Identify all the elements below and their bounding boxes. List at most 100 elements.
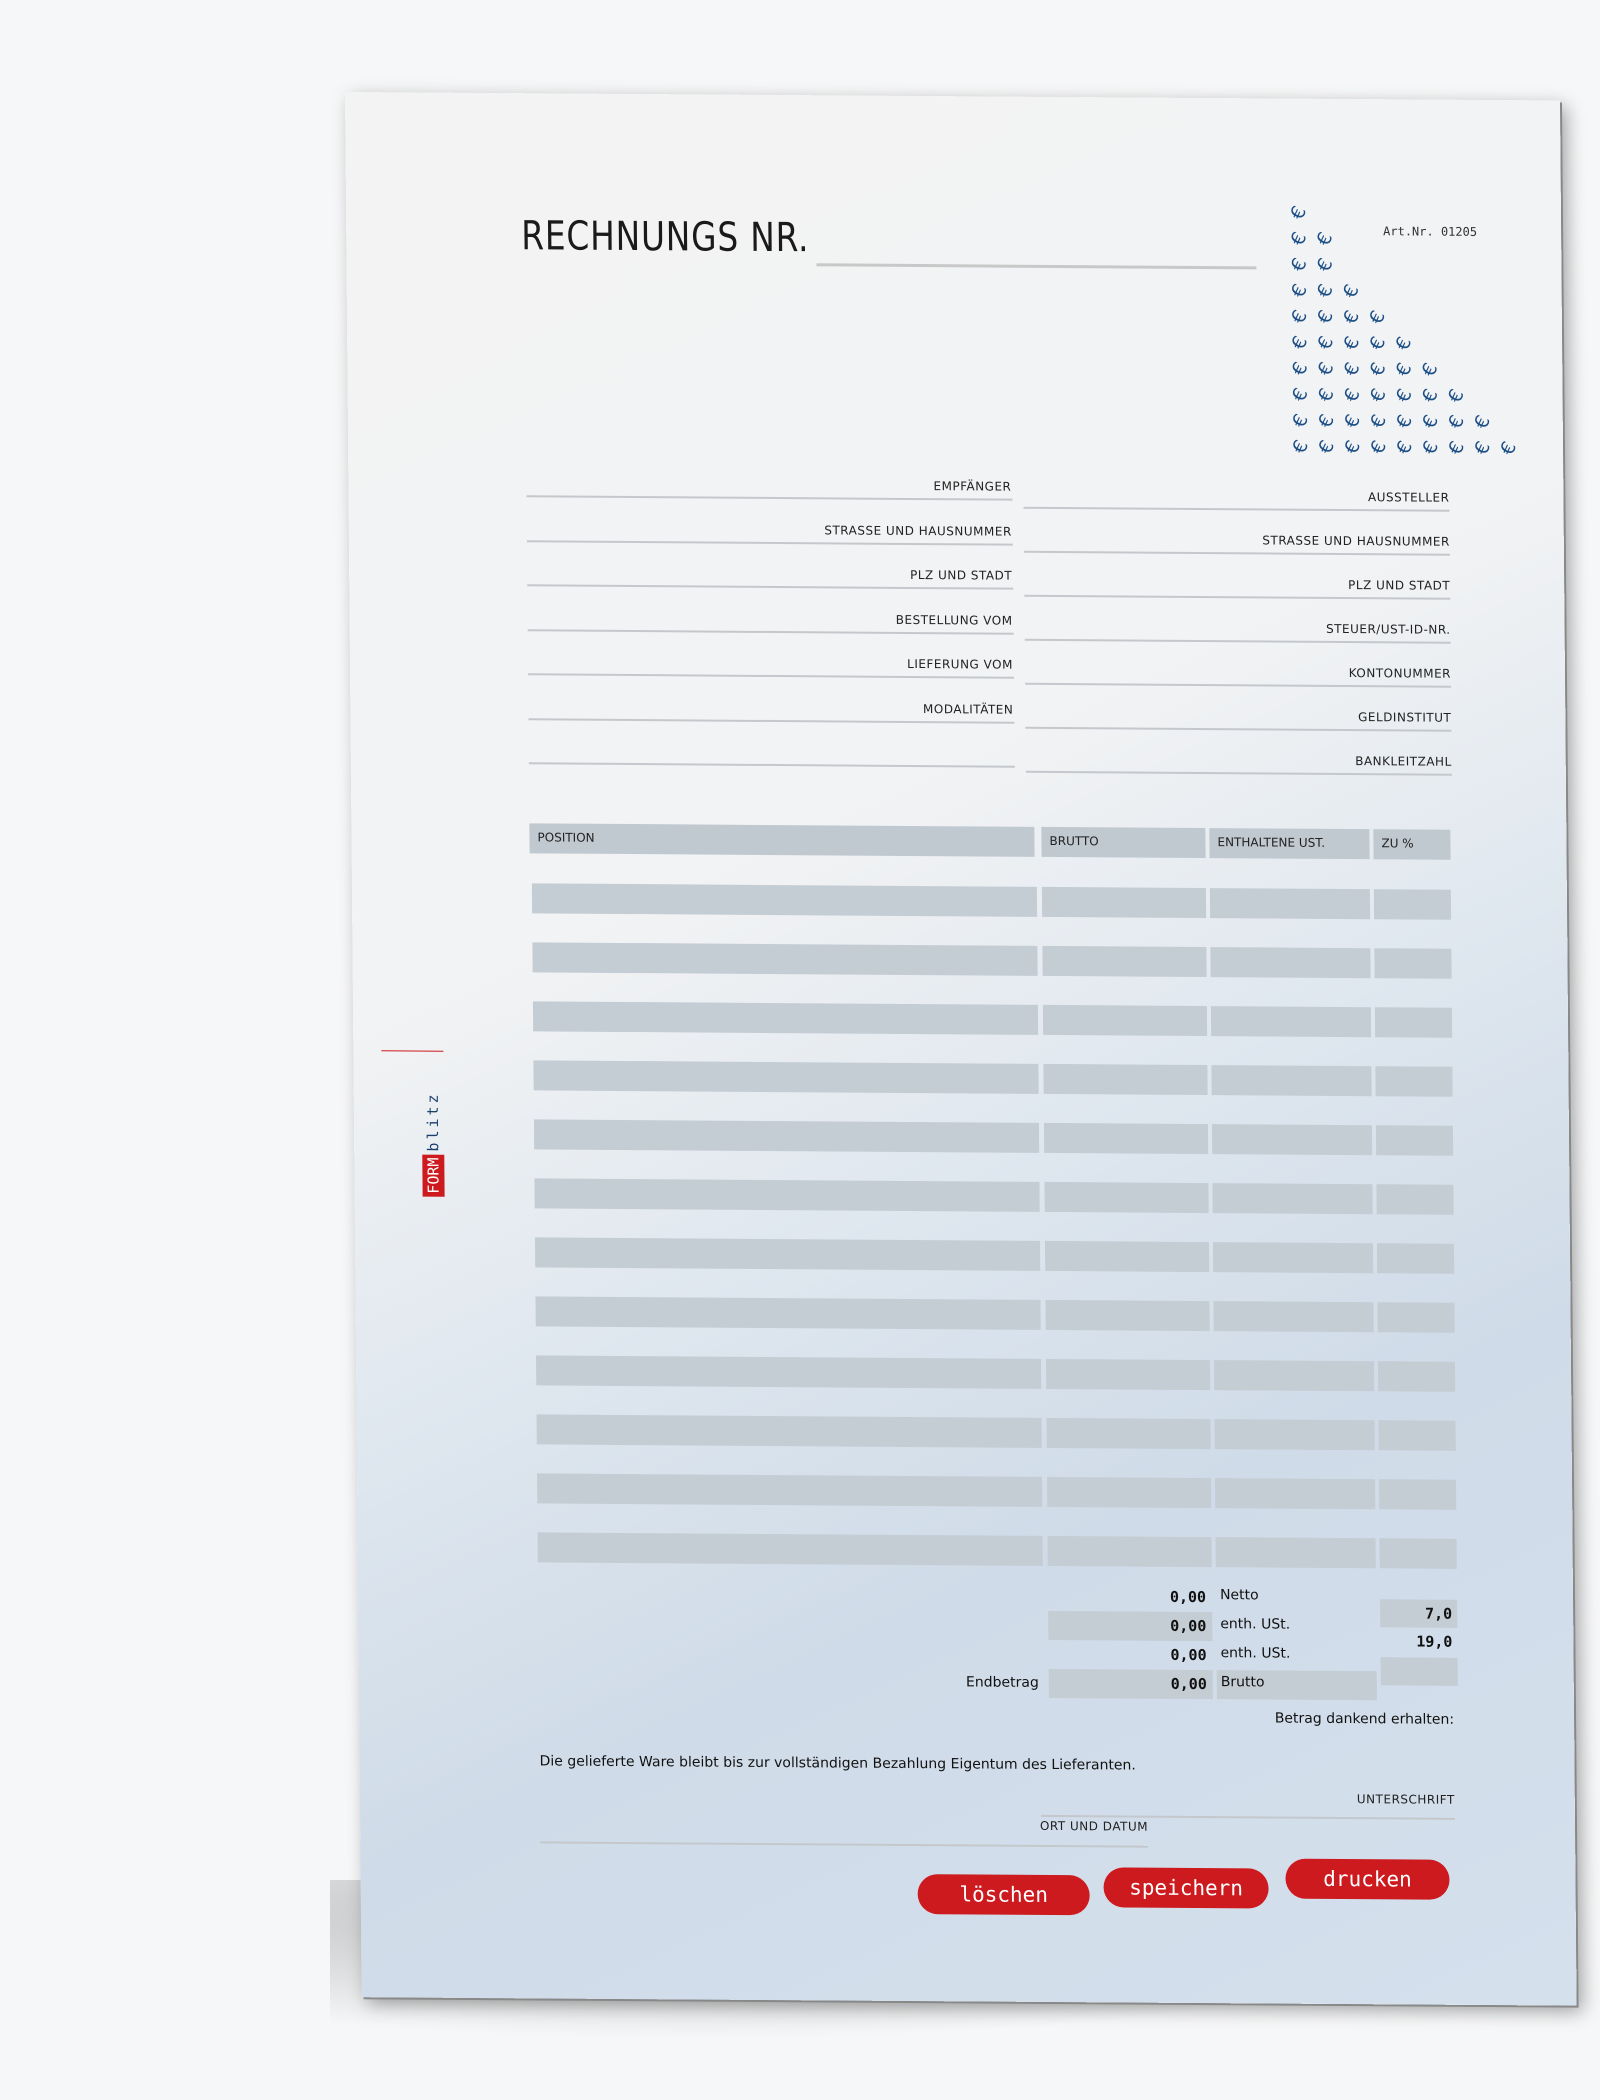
invoice-form: RECHNUNGS NR. Art.Nr. 01205 € € € € € € € € € € € €… bbox=[345, 92, 1577, 2006]
table-row bbox=[345, 92, 1560, 1156]
euro-symbol: € bbox=[1391, 411, 1417, 432]
table-cell-percent[interactable] bbox=[1375, 1066, 1453, 1097]
euro-symbol: € bbox=[1313, 410, 1339, 432]
table-cell-percent[interactable] bbox=[1374, 1007, 1453, 1038]
table-cell-ust[interactable] bbox=[1212, 1242, 1374, 1274]
euro-symbol: € bbox=[1313, 358, 1339, 380]
header-brutto: BRUTTO bbox=[1041, 826, 1206, 859]
table-cell-percent[interactable] bbox=[1374, 948, 1452, 979]
table-row bbox=[345, 92, 1560, 1215]
recipient-field-input[interactable] bbox=[526, 495, 1013, 501]
delete-button[interactable]: löschen bbox=[917, 1874, 1090, 1916]
issuer-field-input[interactable] bbox=[1024, 594, 1451, 600]
table-cell-position[interactable] bbox=[536, 1414, 1042, 1448]
table-cell-brutto[interactable] bbox=[1045, 1358, 1211, 1391]
issuer-field-input[interactable] bbox=[1023, 550, 1450, 556]
recipient-field-input[interactable] bbox=[528, 762, 1015, 768]
table-cell-percent[interactable] bbox=[1379, 1538, 1457, 1569]
table-cell-brutto[interactable] bbox=[1043, 1063, 1208, 1096]
euro-symbol: € bbox=[1417, 359, 1443, 381]
table-cell-ust[interactable] bbox=[1210, 947, 1371, 979]
table-cell-position[interactable] bbox=[531, 883, 1038, 917]
table-cell-brutto[interactable] bbox=[1044, 1240, 1210, 1273]
place-date-field[interactable] bbox=[540, 1841, 1149, 1848]
table-cell-position[interactable] bbox=[532, 1001, 1039, 1035]
recipient-field-input[interactable] bbox=[527, 584, 1014, 590]
issuer-field-label: AUSSTELLER bbox=[1367, 490, 1450, 505]
euro-symbol: € bbox=[1444, 437, 1470, 459]
table-cell-ust[interactable] bbox=[1215, 1478, 1376, 1510]
table-cell-ust[interactable] bbox=[1214, 1419, 1375, 1451]
received-note: Betrag dankend erhalten: bbox=[1274, 1710, 1455, 1728]
euro-symbol: € bbox=[1312, 254, 1338, 276]
table-cell-position[interactable] bbox=[532, 942, 1038, 976]
table-cell-brutto[interactable] bbox=[1044, 1181, 1209, 1214]
issuer-field-input[interactable] bbox=[1025, 770, 1452, 776]
table-row bbox=[345, 92, 1560, 1451]
euro-symbol: € bbox=[1339, 411, 1365, 432]
table-cell-position[interactable] bbox=[536, 1355, 1042, 1389]
recipient-field-input[interactable] bbox=[528, 673, 1015, 679]
table-cell-percent[interactable] bbox=[1377, 1361, 1456, 1392]
address-section: EMPFÄNGER STRASSE UND HAUSNUMMER PLZ UND S… bbox=[345, 92, 1560, 776]
euro-symbol: € bbox=[1312, 306, 1338, 328]
table-cell-brutto[interactable] bbox=[1042, 945, 1207, 978]
table-cell-position[interactable] bbox=[534, 1178, 1040, 1212]
table-cell-percent[interactable] bbox=[1375, 1125, 1454, 1156]
table-cell-percent[interactable] bbox=[1376, 1243, 1455, 1274]
table-cell-brutto[interactable] bbox=[1047, 1476, 1212, 1509]
recipient-field-input[interactable] bbox=[528, 717, 1015, 724]
table-cell-position[interactable] bbox=[533, 1060, 1039, 1094]
print-button[interactable]: drucken bbox=[1285, 1858, 1450, 1900]
table-cell-percent[interactable] bbox=[1376, 1184, 1454, 1215]
table-row bbox=[345, 92, 1560, 979]
table-cell-ust[interactable] bbox=[1212, 1183, 1373, 1215]
euro-symbol: € bbox=[1287, 358, 1313, 380]
table-row bbox=[345, 92, 1560, 1274]
table-cell-ust[interactable] bbox=[1210, 1006, 1372, 1038]
table-cell-brutto[interactable] bbox=[1047, 1535, 1212, 1568]
table-cell-percent[interactable] bbox=[1379, 1479, 1457, 1510]
table-cell-brutto[interactable] bbox=[1042, 1004, 1208, 1037]
total-ust7-label: enth. USt. bbox=[1220, 1616, 1291, 1633]
table-cell-ust[interactable] bbox=[1211, 1065, 1372, 1097]
save-button[interactable]: speichern bbox=[1103, 1867, 1269, 1909]
table-cell-ust[interactable] bbox=[1213, 1360, 1375, 1392]
table-cell-ust[interactable] bbox=[1215, 1537, 1376, 1569]
table-cell-position[interactable] bbox=[537, 1532, 1043, 1566]
recipient-field-label: PLZ UND STADT bbox=[910, 567, 1013, 583]
issuer-field-input[interactable] bbox=[1023, 506, 1450, 512]
issuer-field-label: KONTONUMMER bbox=[1348, 666, 1452, 681]
total-ust19-label: enth. USt. bbox=[1220, 1645, 1291, 1662]
table-cell-brutto[interactable] bbox=[1045, 1299, 1210, 1332]
table-cell-position[interactable] bbox=[533, 1119, 1040, 1153]
signature-label: UNTERSCHRIFT bbox=[1356, 1792, 1455, 1807]
table-row bbox=[345, 92, 1560, 1333]
table-cell-position[interactable] bbox=[534, 1237, 1041, 1271]
euro-symbol: € bbox=[1339, 359, 1365, 380]
table-cell-brutto[interactable] bbox=[1046, 1417, 1211, 1450]
euro-symbol: € bbox=[1366, 437, 1392, 458]
table-cell-brutto[interactable] bbox=[1043, 1122, 1209, 1155]
table-cell-brutto[interactable] bbox=[1041, 886, 1207, 919]
total-ust7-value: 0,00 bbox=[1170, 1616, 1207, 1636]
total-netto-label: Netto bbox=[1219, 1587, 1259, 1604]
recipient-field-label: LIEFERUNG VOM bbox=[907, 656, 1013, 672]
table-cell-ust[interactable] bbox=[1213, 1301, 1374, 1333]
issuer-field-input[interactable] bbox=[1025, 682, 1452, 688]
invoice-number-field[interactable] bbox=[816, 263, 1257, 270]
table-cell-percent[interactable] bbox=[1378, 1420, 1456, 1451]
table-cell-position[interactable] bbox=[537, 1473, 1043, 1507]
recipient-field-input[interactable] bbox=[527, 628, 1014, 635]
table-cell-position[interactable] bbox=[535, 1296, 1041, 1330]
table-cell-ust[interactable] bbox=[1211, 1124, 1373, 1156]
table-cell-percent[interactable] bbox=[1373, 889, 1452, 920]
table-row bbox=[345, 92, 1560, 1392]
issuer-field-input[interactable] bbox=[1024, 638, 1451, 644]
recipient-field-input[interactable] bbox=[526, 539, 1013, 546]
table-cell-percent[interactable] bbox=[1377, 1302, 1455, 1333]
table-cell-ust[interactable] bbox=[1209, 888, 1371, 920]
issuer-field-input[interactable] bbox=[1025, 726, 1452, 732]
place-date-label: ORT UND DATUM bbox=[1039, 1818, 1149, 1834]
rate-cell-bg bbox=[1380, 1657, 1458, 1686]
